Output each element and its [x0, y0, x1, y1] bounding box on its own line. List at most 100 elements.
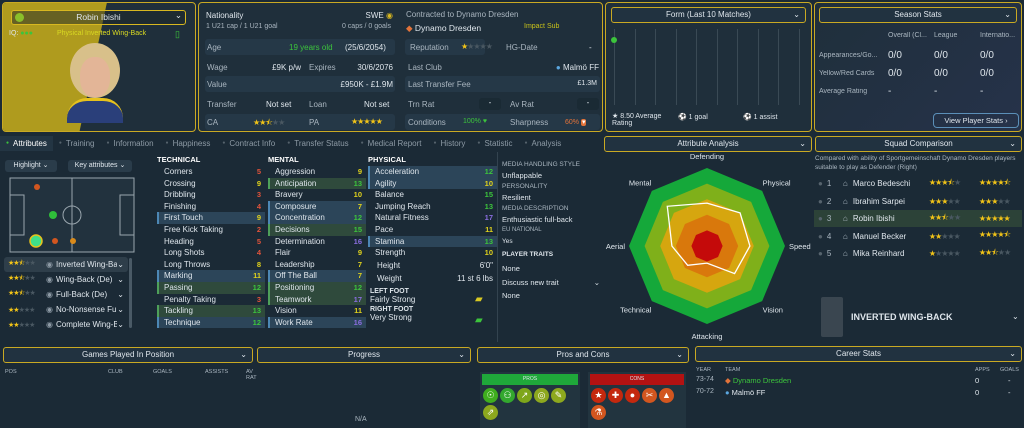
attribute-row[interactable]: Composure 7 — [268, 200, 366, 213]
career-team-link[interactable]: ◆ Dynamo Dresden — [725, 376, 791, 385]
attribute-row[interactable]: Passing 12 — [157, 281, 265, 294]
career-team-link[interactable]: ● Malmö FF — [725, 388, 765, 397]
season-stats-dropdown[interactable]: Season Stats ⌄ — [819, 7, 1017, 23]
team-icon[interactable]: ⚇ — [500, 388, 515, 403]
career-stats-dropdown[interactable]: Career Stats ⌄ — [695, 346, 1022, 362]
tab-training[interactable]: Training — [53, 136, 101, 151]
attribute-row[interactable]: Long Shots 4 — [157, 247, 265, 259]
attribute-row[interactable]: Corners 5 — [157, 166, 265, 178]
attribute-row[interactable]: Balance 15 — [368, 189, 497, 201]
radio-icon[interactable]: ● — [818, 179, 823, 188]
squad-player-row[interactable]: ● 4 ⌂ Manuel Becker ★★★★★ ★★★★⯪ — [814, 228, 1022, 245]
progress-dropdown[interactable]: Progress ⌄ — [257, 347, 471, 363]
role-item[interactable]: ★★⯪★★ ◉ Wing-Back (De) ⌄ — [4, 272, 128, 287]
attribute-row[interactable]: Work Rate 16 — [268, 316, 366, 329]
tab-analysis[interactable]: Analysis — [518, 136, 567, 151]
radio-icon[interactable]: ● — [818, 196, 823, 206]
chevron-down-icon[interactable]: ⌄ — [117, 320, 124, 329]
star-icon[interactable]: ★ — [591, 388, 606, 403]
radio-icon[interactable]: ● — [818, 231, 823, 241]
pros-cons-dropdown[interactable]: Pros and Cons ⌄ — [477, 347, 689, 363]
attribute-row[interactable]: Positioning 12 — [268, 281, 366, 294]
attribute-row[interactable]: Decisions 15 — [268, 223, 366, 236]
attribute-row[interactable]: Finishing 4 — [157, 201, 265, 213]
attribute-row[interactable]: Pace 11 — [368, 224, 497, 236]
attribute-row[interactable]: Marking 11 — [157, 270, 265, 282]
role-dropdown-chevron[interactable]: ⌄ — [1012, 312, 1019, 321]
attribute-row[interactable]: Free Kick Taking 2 — [157, 224, 265, 236]
squad-player-row[interactable]: ● 1 ⌂ Marco Bedeschi ★★★⯪★ ★★★★⯪ — [814, 175, 1022, 192]
role-item[interactable]: ★★⯪★★ ◉Inverted Wing-Bac...⌄ — [4, 257, 128, 272]
chevron-down-icon[interactable]: ⌄ — [117, 260, 124, 269]
role-item[interactable]: ★★★★★ ◉Complete Wing-Ba...⌄ — [4, 317, 128, 332]
boot-icon[interactable]: ✎ — [551, 388, 566, 403]
attribute-row[interactable]: Strength 10 — [368, 247, 497, 259]
attribute-row[interactable]: Off The Ball 7 — [268, 270, 366, 282]
attribute-row[interactable]: Penalty Taking 3 — [157, 294, 265, 306]
attribute-row[interactable]: Aggression 9 — [268, 166, 366, 178]
highlight-dropdown[interactable]: Highlight ⌄ — [5, 160, 57, 172]
role-item[interactable]: ★★★★★ ◉No-Nonsense Full-...⌄ — [4, 302, 128, 317]
trend-icon[interactable]: ↗ — [517, 388, 532, 403]
key-attributes-dropdown[interactable]: Key attributes ⌄ — [68, 160, 132, 172]
attribute-row[interactable]: Tackling 13 — [157, 305, 265, 317]
attribute-row[interactable]: Natural Fitness 17 — [368, 212, 497, 224]
brain-icon[interactable]: ☉ — [483, 388, 498, 403]
chevron-down-icon[interactable]: ⌄ — [117, 275, 124, 284]
attribute-row[interactable]: Long Throws 8 — [157, 259, 265, 271]
attribute-row[interactable]: Determination 16 — [268, 236, 366, 248]
role-list-scrollbar[interactable] — [129, 258, 132, 328]
games-played-dropdown[interactable]: Games Played In Position ⌄ — [3, 347, 253, 363]
attribute-row[interactable]: Leadership 7 — [268, 259, 366, 271]
tab-happiness[interactable]: Happiness — [160, 136, 217, 151]
attribute-row[interactable]: Agility 10 — [368, 177, 497, 190]
attribute-row[interactable]: Anticipation 13 — [268, 177, 366, 190]
attribute-row[interactable]: Jumping Reach 13 — [368, 201, 497, 213]
radio-icon[interactable]: ● — [818, 214, 823, 223]
last-club-link[interactable]: ● Malmö FF — [539, 63, 599, 72]
attribute-row[interactable]: Dribbling 3 — [157, 189, 265, 201]
squad-player-row[interactable]: ● 2 ⌂ Ibrahim Sarpei ★★★★★ ★★★★★ — [814, 193, 1022, 210]
tab-information[interactable]: Information — [100, 136, 159, 151]
flask-icon[interactable]: ⚗ — [591, 405, 606, 420]
attribute-row[interactable]: Bravery 10 — [268, 189, 366, 201]
attribute-row[interactable]: Flair 9 — [268, 247, 366, 259]
squad-player-row[interactable]: ● 3 ⌂ Robin Ibishi ★★⯪★★ ★★★★★ — [814, 210, 1022, 227]
tab-transfer-status[interactable]: Transfer Status — [281, 136, 354, 151]
scissors-icon[interactable]: ✂ — [642, 388, 657, 403]
discuss-trait-dropdown[interactable]: Discuss new trait ⌄ — [502, 277, 600, 288]
discuss-trait-label: Discuss new trait — [502, 278, 559, 287]
tab-medical-report[interactable]: Medical Report — [355, 136, 428, 151]
ball-icon[interactable]: ● — [625, 388, 640, 403]
attribute-row[interactable]: Vision 11 — [268, 305, 366, 317]
tab-contract-info[interactable]: Contract Info — [216, 136, 281, 151]
chevron-down-icon[interactable]: ⌄ — [117, 305, 124, 314]
chevron-down-icon[interactable]: ⌄ — [117, 290, 124, 299]
attribute-row[interactable]: First Touch 9 — [157, 212, 265, 224]
attribute-row[interactable]: Stamina 13 — [368, 235, 497, 248]
pass-icon[interactable]: ⇗ — [483, 405, 498, 420]
tab-attributes[interactable]: Attributes — [0, 136, 53, 151]
tab-history[interactable]: History — [427, 136, 471, 151]
attribute-row[interactable]: Heading 5 — [157, 236, 265, 248]
attribute-row[interactable]: Acceleration 12 — [368, 166, 497, 178]
rocket-icon[interactable]: ▲ — [659, 388, 674, 403]
role-item[interactable]: ★★⯪★★ ◉ Full-Back (De) ⌄ — [4, 287, 128, 302]
tab-statistic[interactable]: Statistic — [471, 136, 518, 151]
attribute-row[interactable]: Technique 12 — [157, 316, 265, 329]
form-dropdown[interactable]: Form (Last 10 Matches) ⌄ — [611, 7, 806, 23]
target-icon[interactable]: ◎ — [534, 388, 549, 403]
squad-player-row[interactable]: ● 5 ⌂ Mika Reinhard ★★★★★ ★★⯪★★ — [814, 245, 1022, 262]
cross-icon[interactable]: ✚ — [608, 388, 623, 403]
squad-comparison-dropdown[interactable]: Squad Comparison ⌄ — [815, 136, 1022, 152]
form-point[interactable] — [611, 36, 617, 43]
attribute-row[interactable]: Teamwork 17 — [268, 293, 366, 306]
attribute-row[interactable]: Crossing 9 — [157, 178, 265, 190]
info-panel: Nationality 1 U21 cap / 1 U21 goal SWE ◉… — [198, 2, 603, 132]
radio-icon[interactable]: ● — [818, 249, 823, 258]
attribute-analysis-dropdown[interactable]: Attribute Analysis ⌄ — [604, 136, 812, 152]
player-name-dropdown[interactable]: Robin Ibishi ⌄ — [11, 10, 186, 25]
club-link[interactable]: ◆ Dynamo Dresden — [406, 23, 481, 34]
attribute-row[interactable]: Concentration 12 — [268, 212, 366, 224]
view-player-stats-button[interactable]: View Player Stats › — [933, 113, 1019, 128]
